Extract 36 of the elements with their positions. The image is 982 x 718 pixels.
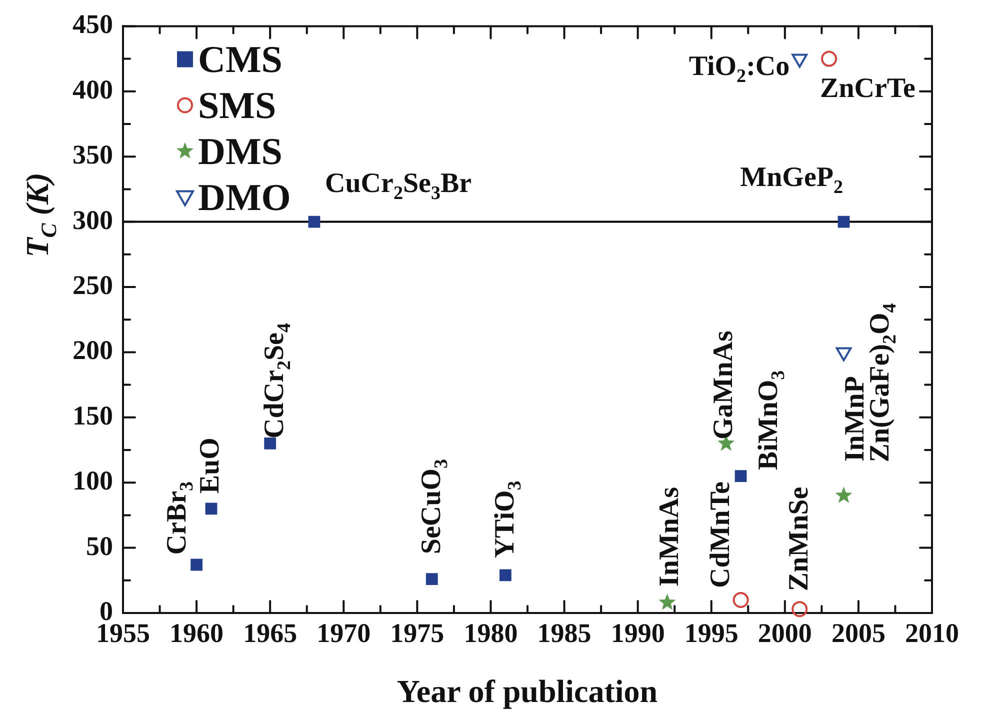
annotation: BiMnO3 bbox=[752, 370, 789, 470]
x-tick-label: 2005 bbox=[831, 618, 886, 648]
x-tick-label: 1960 bbox=[170, 618, 224, 648]
legend-label: DMO bbox=[198, 177, 291, 220]
annotation: ZnMnSe bbox=[784, 486, 815, 592]
annotation: Zn(GaFe)2O4 bbox=[864, 302, 901, 462]
y-tick-label: 50 bbox=[86, 530, 113, 561]
x-tick-label: 1975 bbox=[390, 618, 444, 648]
x-tick-label: 1995 bbox=[684, 618, 738, 648]
annotation: GaMnAs bbox=[708, 330, 740, 440]
legend-label: CMS bbox=[198, 39, 282, 82]
y-tick-label: 250 bbox=[72, 270, 113, 300]
annotation: YTiO3 bbox=[489, 480, 526, 558]
annotation: InMnAs bbox=[654, 486, 686, 587]
annotation: ZnCrTe bbox=[820, 72, 916, 104]
y-tick-label: 350 bbox=[72, 140, 113, 170]
x-tick-label: 1980 bbox=[464, 618, 518, 648]
x-tick-label: 2000 bbox=[758, 618, 812, 648]
y-tick-label: 100 bbox=[72, 466, 113, 496]
x-axis-title: Year of publication bbox=[396, 673, 658, 709]
x-tick-label: 1990 bbox=[610, 618, 665, 648]
annotation: CdCr2Se4 bbox=[259, 322, 296, 438]
x-tick-label: 1970 bbox=[316, 618, 371, 648]
y-axis-title: TC (K) bbox=[19, 172, 61, 258]
y-tick-label: 150 bbox=[72, 400, 113, 430]
legend-label: DMS bbox=[198, 131, 282, 174]
x-tick-label: 2010 bbox=[905, 618, 959, 648]
y-tick-label: 300 bbox=[72, 204, 113, 235]
annotation: CdMnTe bbox=[704, 482, 736, 588]
y-tick-label: 400 bbox=[72, 74, 113, 104]
legend-label: SMS bbox=[198, 85, 276, 128]
y-tick-label: 450 bbox=[72, 9, 113, 40]
y-tick-label: 200 bbox=[72, 335, 113, 366]
x-tick-label: 1985 bbox=[537, 618, 592, 648]
x-tick-label: 1965 bbox=[243, 618, 298, 648]
annotation: SeCuO3 bbox=[416, 459, 452, 554]
